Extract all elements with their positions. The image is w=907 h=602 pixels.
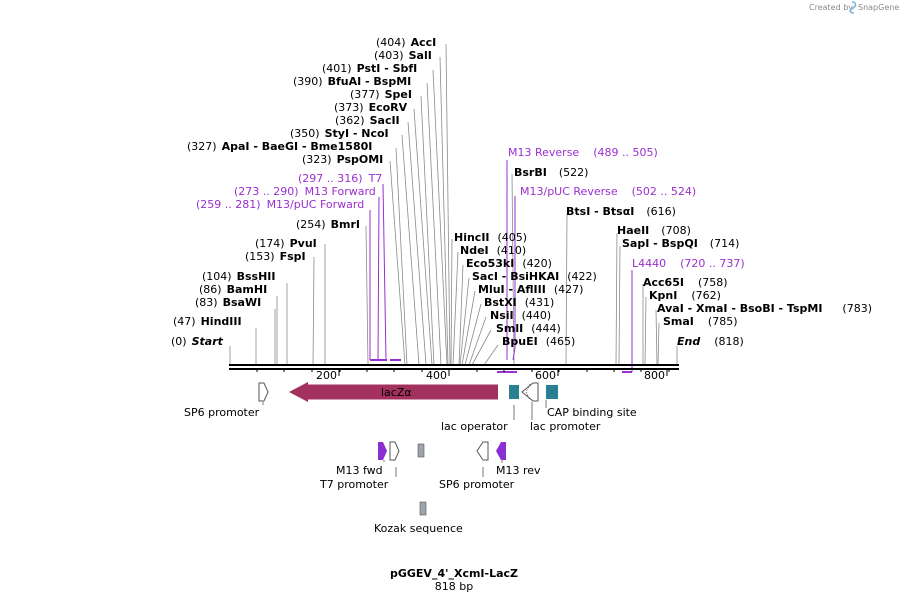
primer-label: M13 Reverse (489 .. 505) [508,146,658,159]
enzyme-site: SmaI (785) [663,315,738,328]
primer-label: (297 .. 316) T7 [298,172,382,185]
enzyme-site: NsiI (440) [490,309,551,322]
enzyme-site: (362) SacII [335,114,400,127]
enzyme-site: HaeII (708) [617,224,691,237]
kozak-sequence-label: Kozak sequence [374,522,463,535]
plasmid-title: pGGEV_4'_XcmI-LacZ [390,567,518,580]
kozak-box [417,443,425,458]
enzyme-site-start: (0) Start [171,335,224,348]
enzyme-site: (377) SpeI [350,88,412,101]
credit-text: Created by [809,3,853,12]
enzyme-site: (373) EcoRV [334,101,408,114]
enzyme-site: SacI - BsiHKAI (422) [472,270,597,283]
plasmid-length: 818 bp [435,580,473,593]
feature-track-3: Kozak sequence [374,501,463,535]
enzyme-site: Eco53kI (420) [466,257,552,270]
t7-promoter-label: T7 promoter [319,478,389,491]
sp6-promoter-right-label: SP6 promoter [439,478,515,491]
m13-rev-arrow [496,442,506,460]
enzyme-site: BpuEI (465) [502,335,575,348]
enzyme-site: BtsI - BtsαI (616) [566,205,676,218]
cap-binding-site-box [546,385,558,399]
cap-binding-site-label: CAP binding site [547,406,637,419]
enzyme-site: KpnI (762) [649,289,721,302]
ruler-tick-label: 800 [644,369,665,382]
primer-labels: M13 Reverse (489 .. 505) M13/pUC Reverse(… [196,146,745,270]
m13-rev-label: M13 rev [496,464,541,477]
primer-marks [370,359,632,373]
ruler-tick-label: 600 [535,369,556,382]
lacz-label: lacZα [381,386,412,399]
enzyme-labels-right: HincII (405) NdeI (410) Eco53kI (420) SacI … [454,166,872,348]
m13-fwd-arrow [378,442,387,460]
enzyme-site: (47) HindIII [173,315,242,328]
enzyme-site: (327) ApaI - BaeGI - Bme1580I [187,140,372,153]
enzyme-site: (323) PspOMI [302,153,383,166]
enzyme-site: MluI - AflIII (427) [478,283,583,296]
t7-promoter-arrow [389,441,400,461]
primer-label: (259 .. 281) M13/pUC Forward [196,198,364,211]
feature-track: lacZα SP6 promoter lac operator CAP bind… [184,382,637,433]
ruler-tick-label: 400 [426,369,447,382]
feature-track-2: M13 fwd T7 promoter SP6 promoter M13 rev [319,441,541,491]
lac-operator-box [509,385,519,399]
sp6-promoter-left-label: SP6 promoter [184,406,260,419]
enzyme-site-end: End (818) [677,335,744,348]
enzyme-site: (403) SalI [374,49,432,62]
ruler-tick-label: 200 [316,369,337,382]
snapgene-logo-icon [849,1,857,14]
enzyme-site: (254) BmrI [296,218,360,231]
enzyme-site: (153) FspI [245,250,306,263]
enzyme-site: HincII (405) [454,231,527,244]
sp6-promoter-left-arrow [258,382,269,402]
enzyme-site: SmlI (444) [496,322,561,335]
enzyme-site: (390) BfuAI - BspMI [293,75,411,88]
enzyme-site: SapI - BspQI (714) [622,237,739,250]
enzyme-site: BstXI (431) [484,296,554,309]
lac-promoter-label: lac promoter [530,420,601,433]
enzyme-site: (83) BsaWI [195,296,261,309]
enzyme-site: (404) AccI [376,36,436,49]
lac-operator-label: lac operator [441,420,508,433]
enzyme-site: NdeI (410) [460,244,526,257]
enzyme-site: (350) StyI - NcoI [290,127,389,140]
primer-label: L4440 (720 .. 737) [632,257,745,270]
sp6-promoter-right-arrow [476,441,489,461]
primer-connectors [369,160,633,372]
site-connectors [229,43,678,366]
enzyme-site: (104) BssHII [202,270,275,283]
enzyme-site: Acc65I (758) [643,276,728,289]
kozak-sequence-box [419,501,427,516]
m13-fwd-label: M13 fwd [336,464,383,477]
enzyme-site: (86) BamHI [199,283,267,296]
lacz-arrow [289,382,498,402]
enzyme-site: (174) PvuI [255,237,317,250]
brand-text: SnapGene [858,3,899,12]
enzyme-labels-left: (404) AccI (403) SalI (401) PstI - SbfI (39… [171,36,436,348]
sequence-backbone: 200 400 600 800 [229,364,679,382]
primer-label: M13/pUC Reverse (502 .. 524) [520,185,696,198]
lac-promoter-arrow [521,382,539,402]
primer-label: (273 .. 290) M13 Forward [234,185,376,198]
enzyme-site: (401) PstI - SbfI [322,62,417,75]
enzyme-site: AvaI - XmaI - BsoBI - TspMI (783) [657,302,872,315]
enzyme-site: BsrBI (522) [514,166,588,179]
